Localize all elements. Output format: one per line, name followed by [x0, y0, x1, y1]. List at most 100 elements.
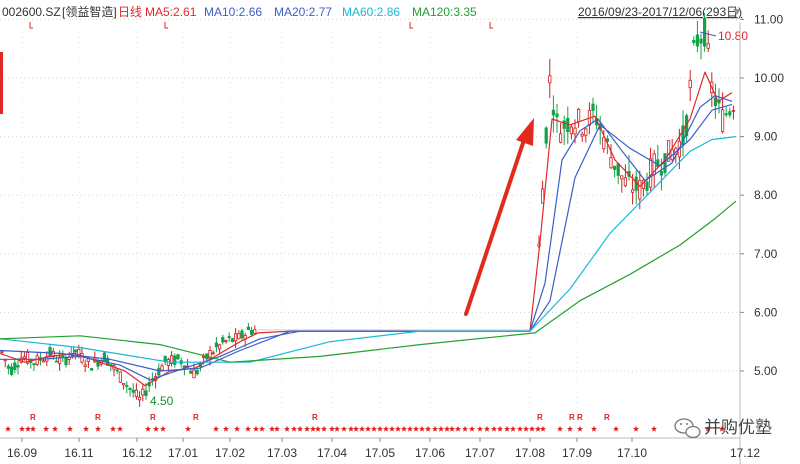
moving-average-lines [0, 71, 737, 387]
candle-body [25, 352, 30, 364]
x-tick-label: 16.09 [7, 446, 37, 460]
candle-body [90, 368, 94, 371]
candle-body [233, 333, 238, 342]
event-star-icon [5, 425, 11, 432]
event-star-icon [117, 425, 123, 432]
x-tick-label: 17.03 [267, 446, 297, 460]
event-star-icon [510, 425, 516, 432]
candle-body [201, 355, 206, 358]
candle-body [584, 128, 588, 136]
candle-body [240, 330, 244, 339]
event-star-icon [329, 425, 335, 432]
candle-body [713, 97, 718, 107]
y-tick-label: 8.00 [754, 188, 778, 202]
candle-body [562, 120, 566, 129]
candle-body [16, 365, 20, 368]
candle-body [591, 103, 595, 111]
indicator-ma60: MA60:2.86 [342, 5, 400, 19]
candle-body [551, 109, 556, 116]
candle-body [237, 333, 241, 340]
watermark-text: 并购优塾 [704, 417, 772, 437]
dropdown-arrow-icon[interactable] [733, 9, 741, 15]
candle-body [573, 127, 577, 135]
candle-body [173, 355, 177, 365]
indicator-ma5: MA5:2.61 [145, 5, 197, 19]
event-star-icon [651, 425, 657, 432]
event-r-mark: R [30, 413, 36, 422]
x-tick-label: 17.06 [415, 446, 445, 460]
candle-body [728, 111, 732, 116]
event-star-icon [30, 425, 36, 432]
event-star-icon [633, 425, 639, 432]
candle-body [249, 330, 254, 335]
event-star-icon [234, 425, 240, 432]
event-star-icon [110, 425, 116, 432]
event-star-icon [353, 425, 359, 432]
event-star-icon [383, 425, 389, 432]
event-star-icon [274, 425, 280, 432]
x-tick-label: 17.10 [617, 446, 647, 460]
event-star-icon [477, 425, 483, 432]
top-event-marks [29, 22, 493, 29]
x-tick-label: 17.07 [465, 446, 495, 460]
candle-body [54, 360, 59, 363]
y-tick-label: 11.00 [754, 12, 783, 26]
event-star-icon [540, 425, 546, 432]
event-star-icon [321, 425, 327, 432]
event-star-icon [43, 425, 49, 432]
event-star-icon [413, 425, 419, 432]
candle-body [80, 353, 84, 363]
candle-body [721, 109, 725, 132]
candle-body [32, 363, 36, 366]
event-star-icon [491, 425, 497, 432]
top-mark [164, 22, 168, 29]
event-star-icon [462, 425, 468, 432]
candle-body [176, 354, 180, 360]
event-r-mark: R [577, 413, 583, 422]
candle-body [559, 133, 563, 143]
candle-body [195, 370, 199, 375]
ma-line-ma60 [0, 136, 737, 363]
event-star-icon [432, 425, 438, 432]
event-star-icon [523, 425, 529, 432]
top-mark [409, 22, 413, 29]
candle-body [724, 113, 728, 116]
event-star-icon [19, 425, 25, 432]
candle-body [703, 18, 707, 47]
candle-body [141, 388, 145, 396]
candle-body [137, 396, 142, 401]
event-star-icon [67, 425, 73, 432]
candle-body [83, 364, 87, 367]
event-star-icon [377, 425, 383, 432]
candle-body [61, 355, 65, 358]
candle-body [569, 126, 574, 135]
candle-body [208, 350, 212, 359]
x-tick-label: 16.11 [64, 446, 93, 460]
candle-body [224, 340, 228, 343]
candle-body [122, 382, 126, 386]
event-star-icon [341, 425, 347, 432]
stock-symbol: 002600.SZ [2, 5, 61, 19]
x-tick-label: 17.04 [317, 446, 347, 460]
event-r-mark: R [537, 413, 543, 422]
candle-body [48, 347, 52, 357]
wechat-icon [674, 418, 701, 439]
candle-body [13, 362, 17, 370]
event-star-icon [484, 425, 490, 432]
y-axis-ticks: 5.00 6.00 7.00 8.00 9.00 10.00 11.00 [740, 12, 784, 378]
event-star-icon [185, 425, 191, 432]
event-star-icon [449, 425, 455, 432]
candle-body [577, 108, 581, 122]
event-star-icon [213, 425, 219, 432]
event-r-mark: R [95, 413, 101, 422]
event-star-icon [517, 425, 523, 432]
event-star-icon [359, 425, 365, 432]
event-star-icon [310, 425, 316, 432]
event-star-icon [83, 425, 89, 432]
candle-body [144, 390, 148, 396]
x-tick-label: 17.08 [515, 446, 545, 460]
candle-body [731, 110, 736, 112]
event-star-icon [497, 425, 503, 432]
candle-body [555, 113, 559, 118]
